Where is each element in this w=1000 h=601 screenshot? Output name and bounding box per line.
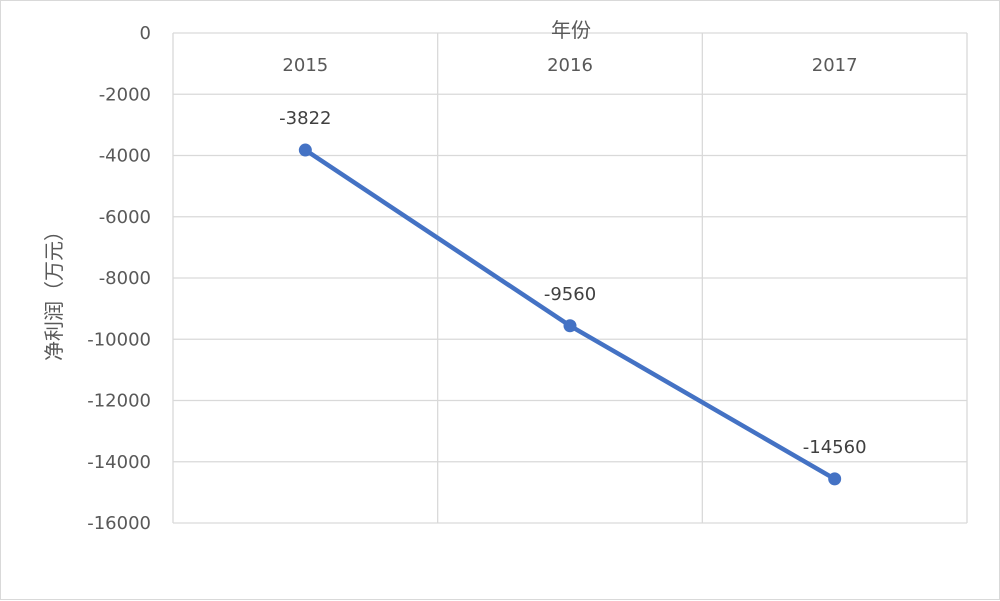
x-axis-title: 年份 — [551, 18, 591, 42]
data-label: -9560 — [544, 284, 596, 305]
data-point — [828, 472, 842, 486]
y-tick-label: -14000 — [87, 452, 151, 473]
y-tick-label: -12000 — [87, 391, 151, 412]
data-point — [298, 143, 312, 157]
data-point — [563, 319, 577, 333]
x-tick-label: 2017 — [812, 55, 858, 76]
y-axis-tick-labels: 0 -2000 -4000 -6000 -8000 -10000 -12000 -14000 -… — [87, 23, 151, 534]
y-tick-label: 0 — [140, 23, 151, 44]
series-lines — [303, 147, 837, 482]
y-tick-label: -4000 — [99, 146, 151, 167]
data-labels: -3822 -9560 -14560 — [279, 108, 866, 458]
y-axis-title: 净利润（万元） — [42, 221, 66, 361]
y-tick-label: -2000 — [99, 84, 151, 105]
y-tick-label: -10000 — [87, 329, 151, 350]
x-tick-label: 2016 — [547, 55, 593, 76]
x-tick-label: 2015 — [282, 55, 328, 76]
y-tick-label: -6000 — [99, 207, 151, 228]
data-label: -3822 — [279, 108, 331, 129]
data-points — [298, 143, 842, 486]
data-label: -14560 — [803, 437, 867, 458]
x-axis-tick-labels: 2015 2016 2017 — [282, 55, 857, 76]
series-line — [303, 147, 837, 482]
y-tick-label: -8000 — [99, 268, 151, 289]
y-tick-label: -16000 — [87, 513, 151, 534]
